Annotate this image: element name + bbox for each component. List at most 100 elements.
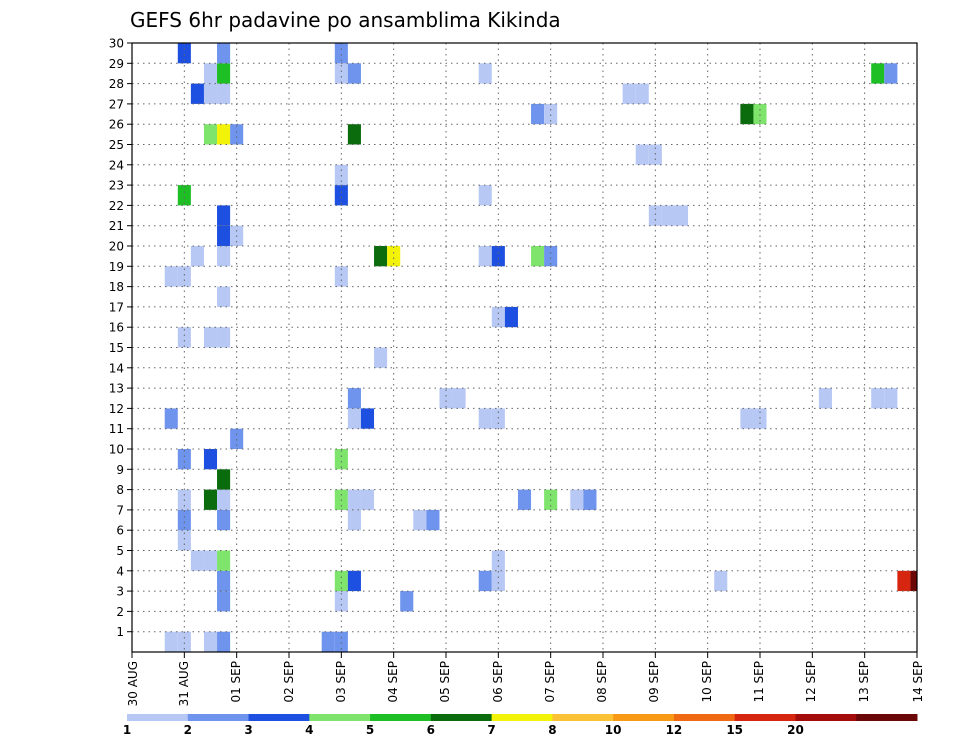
chart-title: GEFS 6hr padavine po ansamblima Kikinda	[130, 8, 561, 32]
x-tick-label: 08 SEP	[595, 661, 609, 703]
precip-cell	[217, 509, 231, 531]
precip-cell	[374, 347, 388, 368]
precip-cell	[217, 83, 231, 104]
colorbar-label: 12	[666, 723, 683, 737]
x-axis: 30 AUG 31 AUG 01 SEP 02 SEP 03 SEP 04 SEP 05 S…	[126, 652, 925, 706]
x-tick-label: 04 SEP	[386, 661, 400, 703]
y-tick-label: 6	[116, 524, 124, 538]
precip-cell	[177, 530, 191, 551]
precip-cell	[740, 103, 754, 125]
precip-cell	[217, 631, 231, 652]
precip-cell	[164, 408, 178, 429]
precip-cell	[334, 164, 348, 186]
precip-cell	[661, 205, 675, 226]
precip-cell	[203, 63, 218, 84]
colorbar-swatch	[127, 714, 189, 721]
x-tick-label: 06 SEP	[491, 661, 505, 703]
data-cells	[164, 43, 917, 652]
colorbar-swatch	[552, 714, 614, 721]
precip-cell	[544, 246, 558, 267]
precip-cell	[426, 509, 440, 531]
precip-cell	[478, 63, 492, 84]
precip-cell	[622, 83, 636, 104]
precip-cell	[478, 246, 492, 267]
colorbar-swatch	[430, 714, 493, 721]
x-tick-label: 11 SEP	[752, 661, 766, 703]
precip-cell	[217, 591, 231, 612]
x-tick-label: 13 SEP	[857, 661, 871, 703]
precip-cell	[871, 388, 885, 409]
x-tick-label: 30 AUG	[126, 661, 140, 706]
precip-cell	[203, 449, 218, 470]
precip-cell	[217, 489, 231, 510]
precip-cell	[753, 103, 767, 125]
y-tick-label: 18	[109, 280, 124, 294]
precip-cell	[347, 489, 361, 510]
precip-cell	[217, 327, 231, 348]
colorbar-label: 6	[427, 723, 435, 737]
y-tick-label: 29	[109, 57, 124, 71]
precip-cell	[217, 570, 231, 592]
precip-cell	[164, 266, 178, 287]
x-tick-label: 01 SEP	[229, 661, 243, 703]
precip-cell	[452, 388, 466, 409]
x-tick-label: 03 SEP	[334, 661, 348, 703]
x-tick-label: 09 SEP	[647, 661, 661, 703]
precip-cell	[884, 388, 898, 409]
y-tick-label: 26	[109, 118, 124, 132]
precip-cell	[648, 144, 662, 165]
precip-cell	[714, 570, 728, 592]
x-tick-label: 10 SEP	[700, 661, 714, 703]
colorbar-swatch	[856, 714, 918, 721]
colorbar-label: 10	[605, 723, 622, 737]
precip-cell	[360, 489, 375, 510]
colorbar-label: 8	[548, 723, 556, 737]
colorbar-label: 2	[184, 723, 192, 737]
colorbar-label: 1	[123, 723, 131, 737]
precip-cell	[203, 327, 218, 348]
precip-cell	[491, 306, 505, 328]
precip-cell	[884, 63, 898, 84]
y-tick-label: 4	[116, 564, 124, 578]
colorbar-label: 3	[244, 723, 252, 737]
colorbar-swatch	[734, 714, 796, 721]
plot-frame	[131, 42, 918, 653]
y-tick-label: 20	[109, 240, 124, 254]
precip-cell	[334, 185, 348, 206]
grid-lines	[132, 43, 917, 652]
precip-cell	[387, 246, 401, 267]
precip-cell	[217, 286, 231, 307]
y-tick-label: 24	[109, 158, 124, 172]
y-tick-label: 27	[109, 97, 124, 111]
precip-cell	[478, 185, 492, 206]
precip-cell	[818, 388, 832, 409]
precip-cell	[897, 570, 911, 592]
precip-cell	[217, 246, 231, 267]
precip-cell	[177, 631, 191, 652]
precip-cell	[648, 205, 662, 226]
precip-cell	[334, 449, 348, 470]
precip-cell	[203, 631, 218, 652]
precip-cell	[347, 408, 361, 429]
precip-cell	[347, 124, 361, 145]
precip-cell	[190, 550, 204, 571]
precip-cell	[217, 124, 231, 145]
precip-cell	[347, 388, 361, 409]
y-tick-label: 1	[116, 625, 124, 639]
y-tick-label: 22	[109, 199, 124, 213]
y-tick-label: 5	[116, 544, 124, 558]
precip-cell	[217, 43, 231, 64]
y-tick-label: 11	[109, 422, 124, 436]
y-tick-label: 23	[109, 179, 124, 193]
precip-cell	[570, 489, 584, 510]
precip-cell	[217, 225, 231, 246]
y-tick-label: 9	[116, 463, 124, 477]
x-tick-label: 02 SEP	[282, 661, 296, 703]
precip-cell	[531, 103, 545, 125]
y-tick-label: 16	[109, 321, 124, 335]
precip-cell	[871, 63, 885, 84]
precip-cell	[413, 509, 427, 531]
precip-cell	[217, 63, 231, 84]
colorbar-swatch	[309, 714, 371, 721]
y-tick-label: 17	[109, 300, 124, 314]
